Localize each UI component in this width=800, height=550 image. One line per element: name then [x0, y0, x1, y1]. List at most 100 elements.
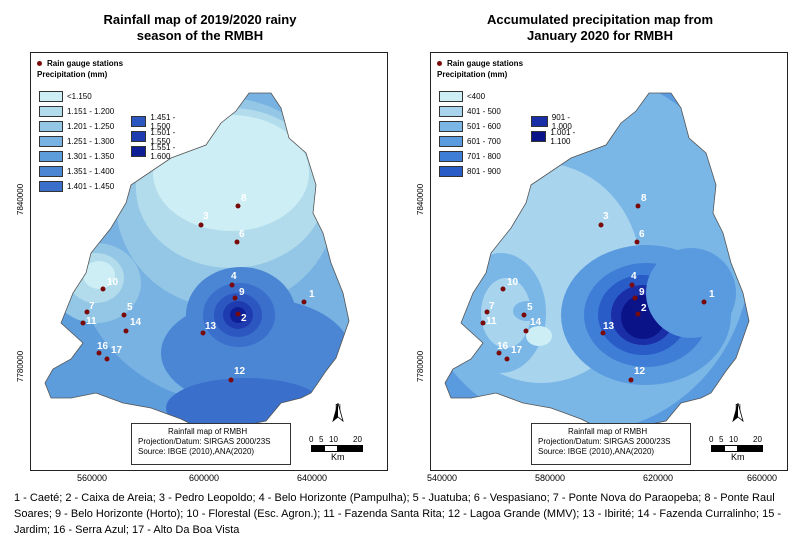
legend-column: <1.150 1.151 - 1.200 1.201 - 1.250 1.251 - … — [39, 89, 114, 194]
legend-swatch — [39, 166, 63, 177]
legend-swatch — [39, 181, 63, 192]
map-frame: 8 3 6 10 4 9 2 1 7 11 5 14 13 16 17 12 — [430, 52, 788, 471]
station-marker — [484, 309, 490, 315]
station-marker — [235, 311, 241, 317]
legend-label: 1.251 - 1.300 — [67, 137, 115, 146]
legend-label: 1.201 - 1.250 — [67, 122, 115, 131]
station-label: 8 — [241, 193, 247, 204]
legend-label: 1.001 - 1.100 — [550, 127, 576, 146]
station-marker — [100, 286, 106, 292]
station-marker — [235, 203, 241, 209]
station-label: 16 — [97, 341, 109, 352]
station-label: 9 — [639, 287, 645, 298]
legend-label: <1.150 — [67, 92, 92, 101]
legend-column: <400 401 - 500 501 - 600 601 - 700 701 - 800… — [439, 89, 501, 179]
station-marker — [701, 299, 707, 305]
station-marker — [628, 377, 634, 383]
station-marker — [480, 320, 486, 326]
legend-label: 401 - 500 — [467, 107, 501, 116]
legend-swatch — [131, 116, 147, 127]
legend-label: 801 - 900 — [467, 167, 501, 176]
station-marker — [80, 320, 86, 326]
station-label: 5 — [127, 302, 133, 313]
station-label: 11 — [86, 316, 97, 327]
legend-swatch — [39, 151, 63, 162]
station-marker — [496, 350, 502, 356]
station-marker — [123, 328, 129, 334]
station-marker — [234, 239, 240, 245]
legend-swatch — [531, 131, 547, 142]
station-marker — [228, 377, 234, 383]
map-title: Rainfall map of 2019/2020 rainy season o… — [103, 12, 297, 43]
legend-swatch — [439, 106, 463, 117]
station-label: 14 — [130, 317, 142, 328]
scale-bar: 0 5 10 20 Km — [309, 435, 363, 462]
scale-bar: 0 5 10 20 Km — [709, 435, 763, 462]
station-marker — [523, 328, 529, 334]
north-arrow-icon — [332, 403, 344, 423]
station-label: 13 — [603, 321, 615, 332]
station-label: 8 — [641, 193, 647, 204]
legend-label: 1.401 - 1.450 — [67, 182, 115, 191]
map-frame: 8 3 6 10 4 9 2 1 7 11 5 14 13 16 17 12 — [30, 52, 388, 471]
station-label: 12 — [634, 366, 646, 377]
station-marker — [635, 203, 641, 209]
legend-label: 1.351 - 1.400 — [67, 167, 115, 176]
legend-column: 1.451 - 1.500 1.501 - 1.550 1.551 - 1.600 — [131, 112, 179, 161]
station-label: 14 — [530, 317, 542, 328]
legend-item: 1.551 - 1.600 — [131, 143, 179, 161]
station-caption: 1 - Caeté; 2 - Caixa de Areia; 3 - Pedro… — [14, 492, 782, 536]
station-marker — [84, 309, 90, 315]
legend-swatch — [439, 151, 463, 162]
accumulated-precipitation-map: Accumulated precipitation map from Janua… — [400, 0, 800, 483]
station-marker — [232, 295, 238, 301]
y-tick-label: 7780000 — [16, 350, 25, 382]
station-label: 13 — [205, 321, 217, 332]
legend-item: 1.151 - 1.200 — [39, 104, 114, 119]
station-label: 10 — [507, 277, 519, 288]
station-label: 17 — [511, 345, 523, 356]
legend-item: 801 - 900 — [439, 164, 501, 179]
legend-swatch — [439, 136, 463, 147]
station-label: 11 — [486, 316, 497, 327]
legend-item: 1.251 - 1.300 — [39, 134, 114, 149]
legend-item: <400 — [439, 89, 501, 104]
north-arrow-icon — [732, 403, 744, 423]
gauge-dot-icon — [37, 61, 42, 66]
map-info-box: Rainfall map of RMBH Projection/Datum: S… — [131, 423, 291, 465]
x-tick-label: 560000 — [76, 473, 108, 483]
station-marker — [598, 222, 604, 228]
station-marker — [500, 286, 506, 292]
legend-item: 1.001 - 1.100 — [531, 127, 579, 146]
station-marker — [229, 282, 235, 288]
station-label: 6 — [639, 229, 645, 240]
station-marker — [96, 350, 102, 356]
legend-label: 1.301 - 1.350 — [67, 152, 115, 161]
x-tick-label: 580000 — [534, 473, 566, 483]
station-label: 7 — [89, 301, 95, 312]
station-marker — [301, 299, 307, 305]
legend-item: 1.201 - 1.250 — [39, 119, 114, 134]
legend-label: 1.451 - 1.500 — [150, 112, 176, 131]
legend-item: 1.351 - 1.400 — [39, 164, 114, 179]
station-label: 1 — [309, 289, 315, 300]
rainfall-map-2019-2020: Rainfall map of 2019/2020 rainy season o… — [0, 0, 400, 483]
legend-swatch — [531, 116, 548, 127]
legend-item: 701 - 800 — [439, 149, 501, 164]
legend-item: 1.451 - 1.500 — [131, 112, 179, 131]
legend-item: 901 - 1.000 — [531, 113, 579, 131]
rain-gauge-stations: 8 3 6 10 4 9 2 1 7 11 5 14 13 16 17 12 — [80, 193, 315, 383]
station-label: 7 — [489, 301, 495, 312]
legend-label: 701 - 800 — [467, 152, 501, 161]
station-label: 1 — [709, 289, 715, 300]
gauge-dot-icon — [437, 61, 442, 66]
legend-swatch — [439, 121, 463, 132]
station-marker — [104, 356, 110, 362]
north-arrow: N — [331, 403, 345, 423]
legend-item: <1.150 — [39, 89, 114, 104]
legend-item: 501 - 600 — [439, 119, 501, 134]
station-marker — [504, 356, 510, 362]
rain-gauge-stations: 8 3 6 10 4 9 2 1 7 11 5 14 13 16 17 12 — [480, 193, 715, 383]
station-label: 10 — [107, 277, 119, 288]
legend-swatch — [131, 131, 147, 142]
